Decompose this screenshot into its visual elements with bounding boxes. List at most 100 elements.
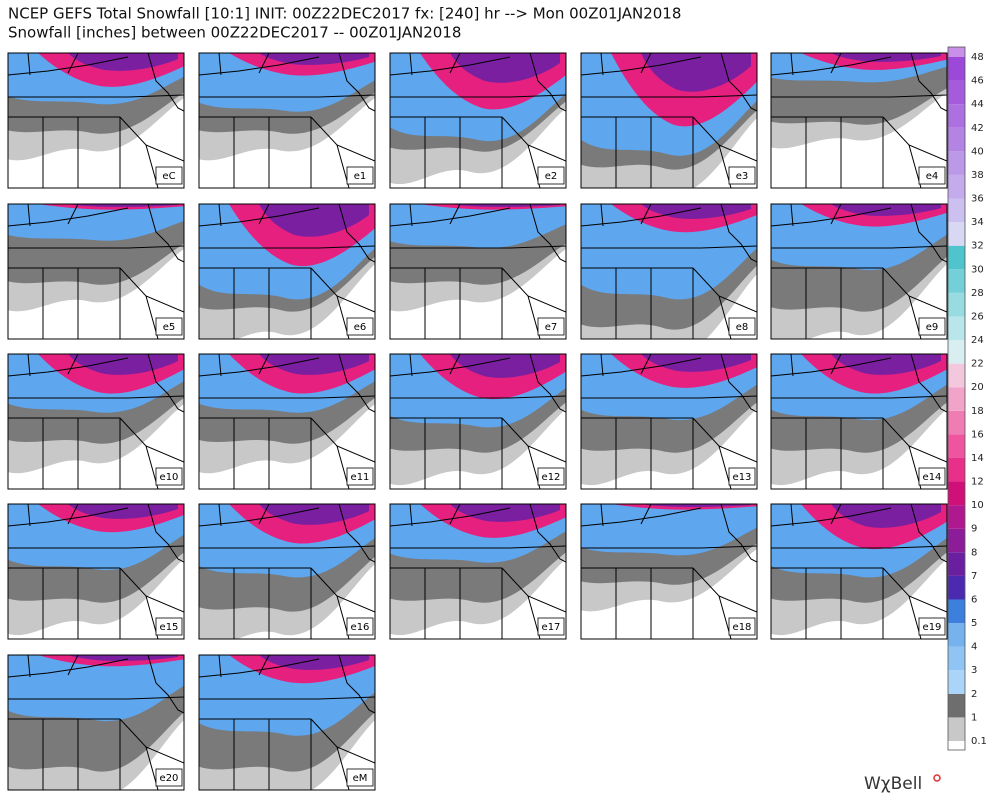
- state-lines: [199, 53, 375, 188]
- panel-label-box: [728, 617, 756, 636]
- colorbar-cell: [948, 670, 965, 694]
- map-panel: e7: [389, 203, 567, 340]
- colorbar-cell: [948, 528, 965, 553]
- blue-area: [581, 504, 757, 556]
- colorbar-cell: [948, 363, 965, 388]
- colorbar-label: 8: [971, 547, 977, 558]
- panel-border: [389, 503, 567, 640]
- panel-label-box: [155, 317, 183, 336]
- map-panel: e2: [389, 52, 567, 189]
- state-lines: [581, 354, 757, 489]
- panel-label-box: [537, 467, 565, 486]
- panel-border: [580, 353, 758, 490]
- colorbar-cell: [948, 410, 965, 435]
- colorbar-cell: [948, 741, 965, 750]
- panel-label-box: [728, 166, 756, 185]
- panel-border: [7, 353, 185, 490]
- purple-area: [68, 53, 178, 71]
- panel-label: e3: [736, 171, 749, 182]
- blue-area: [8, 655, 184, 722]
- colorbar-cell: [948, 316, 965, 341]
- colorbar-label: 1: [971, 712, 977, 723]
- colorbar-cell: [948, 434, 965, 458]
- colorbar-cell: [948, 693, 965, 718]
- panel-border: [389, 52, 567, 189]
- panel-label: eM: [353, 773, 368, 784]
- state-lines: [8, 655, 184, 790]
- panel-label: e17: [542, 622, 561, 633]
- colorbar-cell: [948, 599, 965, 624]
- panel-label-box: [537, 166, 565, 185]
- map-panel: e14: [770, 353, 948, 490]
- map-panel: e5: [7, 203, 185, 340]
- colorbar-cell: [948, 198, 965, 223]
- colorbar-label: 18: [971, 406, 984, 417]
- colorbar-cell: [948, 269, 965, 293]
- panel-border: [198, 503, 376, 640]
- brand: WχBell: [864, 774, 922, 794]
- colorbar-label: 32: [971, 241, 984, 252]
- map-panel: e16: [198, 503, 376, 640]
- panel-fill: [771, 53, 947, 188]
- colorbar-label: 2: [971, 689, 977, 700]
- map-panel: e17: [389, 503, 567, 640]
- panel-fill: [771, 204, 947, 339]
- state-lines: [199, 204, 375, 339]
- state-lines: [771, 53, 947, 188]
- state-lines: [8, 354, 184, 489]
- panel-border: [580, 503, 758, 640]
- colorbar-cell: [948, 127, 965, 152]
- panel-fill: [771, 354, 947, 489]
- panel-label: e8: [736, 322, 749, 333]
- purple-area: [68, 204, 178, 207]
- colorbar-label: 46: [971, 76, 984, 87]
- blue-area: [8, 204, 184, 241]
- state-lines: [390, 504, 566, 639]
- purple-area: [831, 504, 941, 528]
- colorbar-label: 10: [971, 500, 984, 511]
- panel-label-box: [728, 467, 756, 486]
- panel-label: e18: [733, 622, 752, 633]
- colorbar-cell: [948, 245, 965, 270]
- state-lines: [199, 354, 375, 489]
- panel-label-box: [918, 467, 946, 486]
- panel-label-box: [155, 617, 183, 636]
- purple-area: [641, 354, 751, 372]
- panel-label-box: [918, 317, 946, 336]
- panel-fill: [390, 204, 566, 339]
- map-panel: e6: [198, 203, 376, 340]
- colorbar-cell: [948, 575, 965, 600]
- panel-fill: [581, 504, 757, 639]
- colorbar-label: 44: [971, 99, 984, 110]
- state-lines: [8, 504, 184, 639]
- panel-border: [7, 654, 185, 791]
- colorbar-label: 36: [971, 194, 984, 205]
- panel-fill: [581, 354, 757, 489]
- colorbar-cell: [948, 292, 965, 317]
- colorbar-label: 34: [971, 217, 984, 228]
- panel-border: [198, 353, 376, 490]
- panel-fill: [390, 53, 566, 188]
- panel-label: e6: [354, 322, 367, 333]
- panel-border: [770, 52, 948, 189]
- panel-label: eC: [162, 171, 175, 182]
- purple-area: [68, 655, 178, 661]
- colorbar-label: 6: [971, 594, 977, 605]
- colorbar-label: 9: [971, 524, 977, 535]
- colorbar-cell: [948, 340, 965, 364]
- panel-border: [770, 503, 948, 640]
- panel-fill: [8, 53, 184, 188]
- map-panel: e18: [580, 503, 758, 640]
- panel-label: e4: [926, 171, 939, 182]
- panel-fill: [199, 655, 375, 790]
- panel-label: e1: [354, 171, 367, 182]
- state-lines: [390, 204, 566, 339]
- panel-border: [389, 203, 567, 340]
- panel-label-box: [918, 166, 946, 185]
- map-panel: e11: [198, 353, 376, 490]
- panel-label: e10: [160, 472, 179, 483]
- panel-label: e14: [923, 472, 942, 483]
- panel-label: e20: [160, 773, 179, 784]
- state-lines: [390, 53, 566, 188]
- panel-label: e11: [351, 472, 370, 483]
